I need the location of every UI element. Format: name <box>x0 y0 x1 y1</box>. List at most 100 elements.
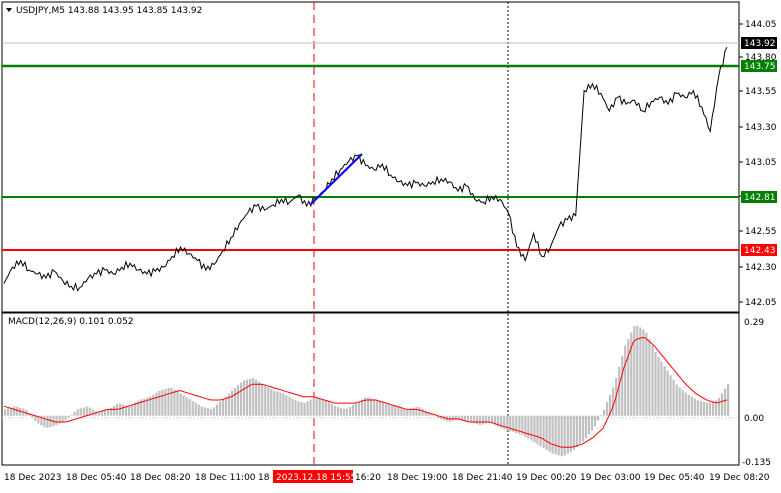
macd-bar <box>137 400 140 416</box>
time-label: 16:20 <box>355 473 381 483</box>
macd-bar <box>303 403 306 416</box>
macd-bar <box>675 384 678 416</box>
macd-bar <box>55 415 58 426</box>
macd-bar <box>173 389 176 416</box>
macd-bar <box>67 415 70 418</box>
macd-bar <box>488 415 491 423</box>
macd-bar <box>545 415 548 450</box>
macd-bar <box>684 392 687 416</box>
macd-bar <box>575 415 578 447</box>
macd-bar <box>76 409 79 416</box>
macd-bar <box>527 415 530 439</box>
macd-bar <box>394 405 397 416</box>
macd-bar <box>415 406 418 416</box>
macd-bar <box>660 361 663 416</box>
svg-text:142.43: 142.43 <box>744 246 776 256</box>
macd-bar <box>282 393 285 416</box>
macd-bar <box>357 401 361 416</box>
svg-text:142.81: 142.81 <box>744 193 776 203</box>
macd-bar <box>630 332 633 416</box>
blue-trend-line[interactable] <box>310 153 363 205</box>
macd-bar <box>663 366 666 416</box>
macd-bar <box>155 392 158 416</box>
macd-bar <box>627 339 630 416</box>
macd-bar <box>40 415 43 426</box>
macd-bar <box>243 380 246 416</box>
price-tick-label: 142.05 <box>745 298 777 308</box>
macd-bar <box>518 415 521 434</box>
macd-bar <box>294 400 297 416</box>
macd-bar <box>188 399 191 416</box>
macd-bar <box>149 396 152 416</box>
time-axis[interactable]: 18 Dec 2023 18 Dec 05:40 18 Dec 08:20 18 De… <box>4 473 770 483</box>
macd-bar <box>533 415 536 443</box>
macd-bar <box>466 415 469 422</box>
macd-bar <box>367 397 370 416</box>
macd-bar <box>424 410 427 416</box>
macd-bar <box>348 407 352 416</box>
macd-bar <box>705 403 708 416</box>
macd-bar <box>512 415 515 433</box>
macd-bar <box>633 326 636 416</box>
macd-bar <box>373 399 376 416</box>
time-label: 18 Dec 11:00 <box>195 473 256 483</box>
time-label: 18 Dec 2023 <box>4 473 62 483</box>
macd-bar <box>339 407 342 416</box>
macd-bar <box>457 415 460 420</box>
macd-bar <box>618 366 621 416</box>
macd-bar <box>690 396 693 416</box>
macd-bar <box>385 402 388 416</box>
time-label: 19 Dec 05:40 <box>644 473 705 483</box>
macd-bar <box>418 407 421 416</box>
macd-bar <box>279 392 282 416</box>
macd-bar <box>194 402 197 416</box>
macd-bar <box>85 406 88 416</box>
macd-bar <box>503 415 506 430</box>
macd-bar <box>112 406 116 416</box>
macd-bar <box>103 410 106 416</box>
symbol-info: USDJPY,M5 143.88 143.95 143.85 143.92 <box>16 6 202 16</box>
macd-bar <box>203 407 206 416</box>
macd-bar <box>412 407 415 416</box>
macd-bar <box>596 415 600 421</box>
macd-bar <box>475 415 479 425</box>
macd-bar <box>599 415 603 416</box>
macd-bar <box>119 403 122 416</box>
macd-bar <box>131 404 134 416</box>
macd-tick-bottom: -0.135 <box>742 458 771 468</box>
time-label: 18 Dec 08:20 <box>130 473 191 483</box>
macd-bar <box>206 408 209 416</box>
macd-bar <box>246 379 249 416</box>
lower-green-tag: 142.81 <box>741 191 777 203</box>
macd-bar <box>221 399 224 416</box>
macd-bar <box>563 415 566 456</box>
macd-bar <box>554 415 557 455</box>
macd-bar <box>376 400 379 416</box>
macd-bar <box>318 398 321 416</box>
macd-bar <box>7 408 10 416</box>
macd-bar <box>61 415 64 422</box>
time-highlight: 2023.12.18 15:55 <box>273 470 356 483</box>
macd-bar <box>321 399 324 416</box>
macd-bar <box>539 415 542 447</box>
price-series-line <box>3 46 728 292</box>
macd-bar <box>125 405 128 416</box>
macd-bar <box>702 402 705 416</box>
macd-bar <box>267 387 270 416</box>
macd-bar <box>593 415 597 427</box>
macd-bar <box>364 397 367 416</box>
price-tick-label: 143.55 <box>745 87 777 97</box>
macd-bar <box>191 401 194 416</box>
macd-bar <box>463 415 466 421</box>
triangle-down-icon[interactable] <box>6 8 12 12</box>
macd-bar <box>724 388 727 416</box>
macd-bar <box>515 415 518 433</box>
macd-bar <box>572 415 575 450</box>
macd-bar <box>727 384 730 416</box>
macd-bar <box>158 390 161 416</box>
macd-bar <box>336 406 339 416</box>
macd-bar <box>609 394 612 416</box>
time-label: 19 Dec 08:20 <box>709 473 770 483</box>
